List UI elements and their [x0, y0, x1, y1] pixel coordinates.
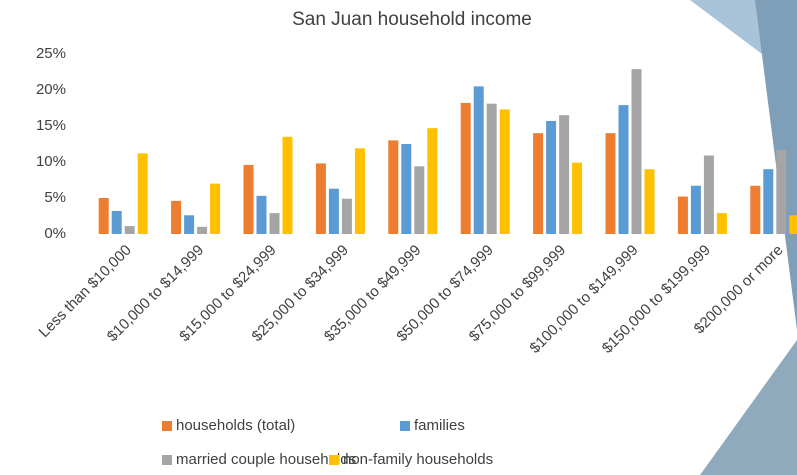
bar: [716, 213, 727, 234]
bar: [618, 105, 629, 235]
legend-swatch: [329, 455, 339, 465]
y-tick-label: 10%: [36, 153, 66, 170]
decoration: [700, 340, 797, 475]
bar: [124, 226, 135, 234]
bar: [210, 183, 221, 234]
bar: [137, 153, 148, 234]
bar: [171, 200, 182, 234]
legend-label: households (total): [176, 417, 295, 434]
legend-swatch: [162, 421, 172, 431]
y-tick-label: 15%: [36, 117, 66, 134]
bar: [243, 164, 254, 234]
legend-label: married couple households: [176, 451, 356, 468]
chart-title: San Juan household income: [292, 9, 532, 30]
y-tick-label: 5%: [44, 189, 66, 206]
bar: [559, 115, 570, 234]
bar: [98, 198, 109, 234]
bar: [388, 140, 399, 234]
bar: [111, 210, 122, 234]
y-tick-label: 0%: [44, 225, 66, 242]
y-tick-label: 25%: [36, 45, 66, 62]
bar: [644, 169, 655, 234]
bar: [486, 103, 497, 235]
bar: [776, 149, 787, 234]
bar: [763, 169, 774, 234]
bar: [605, 133, 616, 234]
bar: [341, 198, 352, 234]
bar: [703, 155, 714, 234]
bar: [631, 69, 642, 235]
bar: [750, 185, 761, 234]
legend-label: families: [414, 417, 465, 434]
bar: [473, 86, 484, 235]
bar: [315, 163, 326, 234]
bar: [184, 215, 195, 234]
bar: [282, 136, 293, 234]
bar: [460, 102, 471, 235]
bar: [354, 148, 365, 234]
bar: [197, 226, 208, 234]
bar: [533, 133, 544, 234]
legend-swatch: [162, 455, 172, 465]
legend-label: non-family households: [343, 451, 493, 468]
bar: [690, 185, 701, 234]
bar: [328, 188, 339, 234]
legend-swatch: [400, 421, 410, 431]
decoration: [755, 0, 797, 330]
bar: [789, 215, 797, 234]
y-tick-label: 20%: [36, 81, 66, 98]
bar: [269, 213, 280, 234]
bar: [546, 120, 557, 234]
bar: [427, 128, 438, 234]
bar: [401, 144, 412, 234]
bar: [677, 196, 688, 234]
bar: [572, 162, 583, 234]
bar: [256, 195, 267, 234]
bar: [499, 109, 510, 234]
bar: [414, 166, 425, 234]
